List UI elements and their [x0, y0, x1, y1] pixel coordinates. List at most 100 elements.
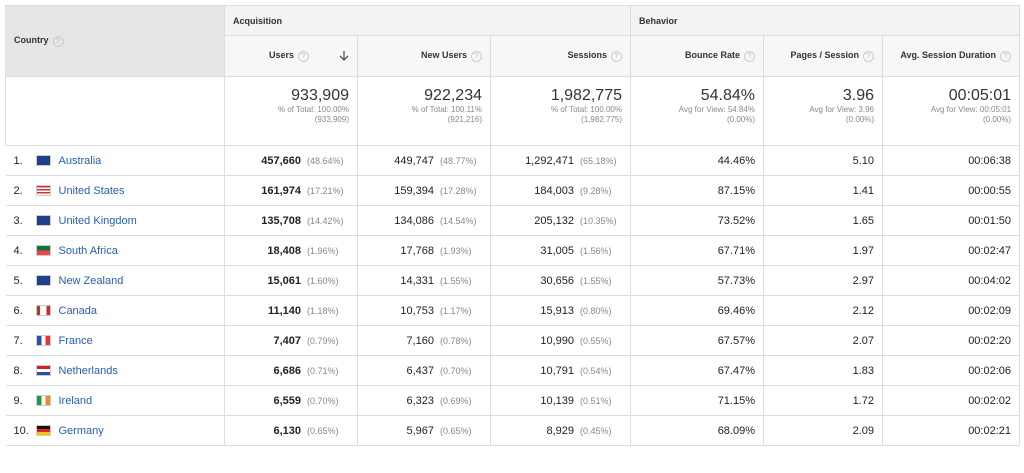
country-cell: 3. United Kingdom	[5, 205, 225, 236]
table-body: 933,909% of Total: 100.00% (933,909) 922,2…	[5, 76, 1021, 446]
rank: 1.	[13, 154, 23, 167]
total-note: % of Total: 100.11%	[411, 105, 482, 114]
metric-value: 7,407	[273, 334, 301, 347]
metric-cell: 17,768 (1.93%)	[357, 235, 491, 266]
country-link[interactable]: Germany	[58, 424, 104, 437]
metric-cell: 69.46%	[630, 295, 764, 326]
country-link[interactable]: Ireland	[58, 394, 93, 407]
column-label: Users	[268, 50, 294, 61]
metric-value: 73.52%	[717, 214, 755, 227]
metric-cell: 68.09%	[630, 415, 764, 446]
data-row: 2. United States 161,974 (17.21%) 159,394 (17…	[5, 175, 1021, 206]
metric-value: 2.07	[852, 334, 874, 347]
flag-icon	[35, 335, 51, 347]
total-cell: 1,982,775% of Total: 100.00% (1,982,775)	[490, 76, 631, 146]
metric-share: (0.65%)	[440, 425, 472, 436]
country-link[interactable]: United States	[58, 184, 125, 197]
metric-cell: 10,990 (0.55%)	[490, 325, 631, 356]
rank: 6.	[13, 304, 23, 317]
metric-value: 2.97	[852, 274, 874, 287]
rank: 4.	[13, 244, 23, 257]
metric-cell: 6,437 (0.70%)	[357, 355, 491, 386]
report-table: Country? Acquisition Behavior Users? New …	[5, 5, 1021, 446]
country-link[interactable]: Netherlands	[58, 364, 118, 377]
metric-cell: 30,656 (1.55%)	[490, 265, 631, 296]
metric-value: 87.15%	[717, 184, 755, 197]
metric-share: (0.78%)	[440, 335, 472, 346]
column-header[interactable]: Bounce Rate?	[630, 35, 764, 77]
metric-cell: 135,708 (14.42%)	[224, 205, 358, 236]
total-detail: (0.00%)	[983, 115, 1012, 124]
metric-cell: 67.71%	[630, 235, 764, 266]
country-link[interactable]: Canada	[58, 304, 98, 317]
column-label: New Users	[420, 50, 467, 61]
metric-value: 00:02:06	[968, 364, 1012, 377]
country-link[interactable]: Australia	[58, 154, 102, 167]
metric-value: 5,967	[406, 424, 434, 437]
metric-share: (1.17%)	[440, 305, 472, 316]
data-row: 8. Netherlands 6,686 (0.71%) 6,437 (0.70%) 10,…	[5, 355, 1021, 386]
total-value: 54.84%	[700, 87, 755, 104]
metric-cell: 449,747 (48.77%)	[357, 145, 491, 176]
rank: 7.	[13, 334, 23, 347]
flag-icon	[35, 185, 51, 197]
sort-arrow[interactable]	[339, 51, 349, 61]
metric-share: (0.80%)	[580, 305, 612, 316]
metric-value: 10,139	[540, 394, 574, 407]
column-header[interactable]: New Users?	[357, 35, 491, 77]
country-link[interactable]: United Kingdom	[58, 214, 137, 227]
column-header[interactable]: Sessions?	[490, 35, 631, 77]
column-header[interactable]: Avg. Session Duration?	[881, 35, 1021, 77]
total-note: % of Total: 100.00%	[550, 105, 622, 114]
metric-cell: 5,967 (0.65%)	[357, 415, 491, 446]
flag-icon	[35, 425, 51, 437]
metric-value: 17,768	[400, 244, 434, 257]
metric-cell: 18,408 (1.96%)	[224, 235, 358, 266]
country-cell: 10. Germany	[5, 415, 225, 446]
country-link[interactable]: South Africa	[58, 244, 118, 257]
metric-cell: 5.10	[763, 145, 883, 176]
metric-value: 1.97	[852, 244, 874, 257]
metric-share: (0.45%)	[580, 425, 612, 436]
metric-cell: 67.57%	[630, 325, 764, 356]
metric-value: 44.46%	[717, 154, 755, 167]
data-row: 6. Canada 11,140 (1.18%) 10,753 (1.17%) 15,913…	[5, 295, 1021, 326]
metric-value: 7,160	[406, 334, 434, 347]
metric-value: 1.72	[852, 394, 874, 407]
metric-share: (0.55%)	[580, 335, 612, 346]
metric-value: 67.71%	[717, 244, 755, 257]
metric-cell: 87.15%	[630, 175, 764, 206]
metric-cell: 00:02:02	[881, 385, 1021, 416]
metric-value: 10,990	[540, 334, 574, 347]
dimension-header[interactable]: Country?	[5, 5, 225, 77]
metric-value: 18,408	[267, 244, 301, 257]
help-icon: ?	[298, 50, 309, 62]
total-note: % of Total: 100.00%	[277, 105, 349, 114]
total-detail: (1,982,775)	[581, 115, 622, 124]
column-label: Sessions	[567, 50, 607, 61]
country-cell: 4. South Africa	[5, 235, 225, 266]
metric-share: (1.96%)	[307, 245, 339, 256]
help-icon: ?	[471, 50, 482, 62]
metric-cell: 00:02:47	[881, 235, 1021, 266]
metric-value: 161,974	[261, 184, 301, 197]
metric-value: 1.65	[852, 214, 874, 227]
total-value: 00:05:01	[948, 87, 1012, 104]
metric-value: 449,747	[394, 154, 434, 167]
metric-cell: 1.97	[763, 235, 883, 266]
metric-cell: 00:02:09	[881, 295, 1021, 326]
metric-cell: 00:06:38	[881, 145, 1021, 176]
metric-share: (17.28%)	[440, 185, 477, 196]
metric-value: 00:02:09	[968, 304, 1012, 317]
country-link[interactable]: France	[58, 334, 93, 347]
metric-value: 6,559	[273, 394, 301, 407]
data-row: 7. France 7,407 (0.79%) 7,160 (0.78%) 10,990 (0…	[5, 325, 1021, 356]
metric-cell: 57.73%	[630, 265, 764, 296]
data-row: 9. Ireland 6,559 (0.70%) 6,323 (0.69%) 10,139 (…	[5, 385, 1021, 416]
column-header[interactable]: Users?	[224, 35, 358, 77]
column-header[interactable]: Pages / Session?	[763, 35, 883, 77]
metric-share: (14.42%)	[307, 215, 344, 226]
metric-cell: 31,005 (1.56%)	[490, 235, 631, 266]
metric-share: (17.21%)	[307, 185, 344, 196]
country-link[interactable]: New Zealand	[58, 274, 124, 287]
